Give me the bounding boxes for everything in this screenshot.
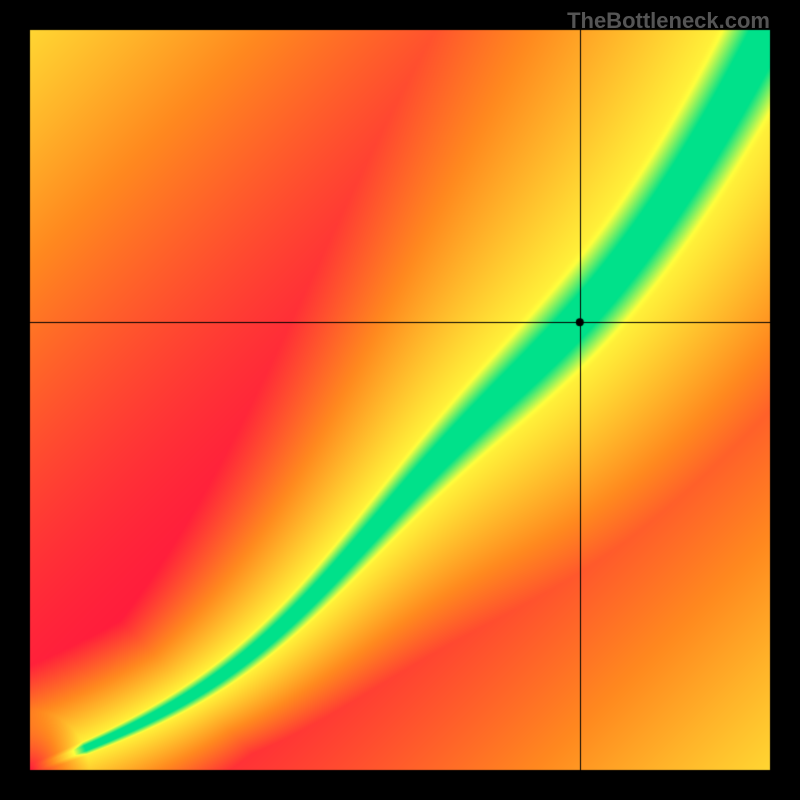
watermark-text: TheBottleneck.com	[567, 8, 770, 34]
bottleneck-heatmap	[0, 0, 800, 800]
chart-container: TheBottleneck.com	[0, 0, 800, 800]
